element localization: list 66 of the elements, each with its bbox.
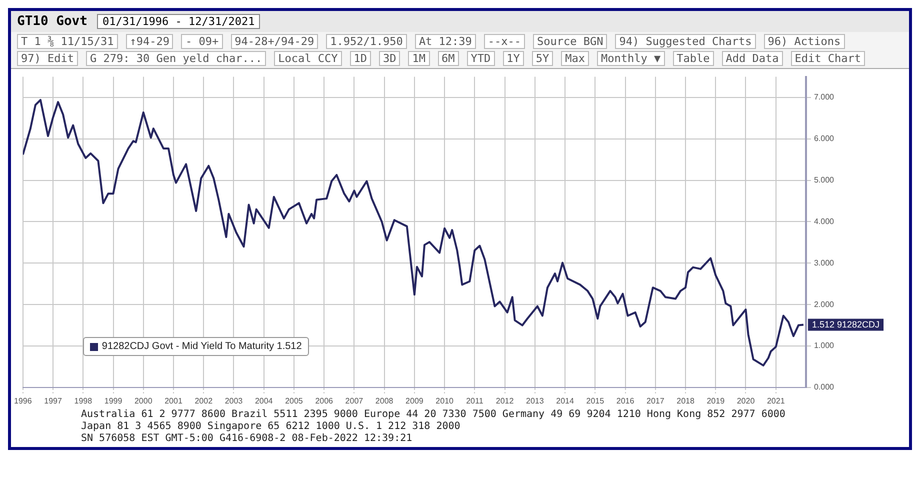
- text: SN 576058 EST GMT-5:00 G416-6908-2 08-Feb-2022 12:39:21: [81, 433, 414, 445]
- x-tick-label: 2016: [616, 396, 635, 406]
- x-tick-label: 2007: [345, 396, 364, 406]
- text: Table: [672, 51, 714, 66]
- text: 1D: [350, 51, 372, 66]
- text: G 279: 30 Gen yeld char...: [86, 51, 266, 66]
- text: 3D: [379, 51, 400, 66]
- x-tick-label: 2002: [194, 396, 214, 406]
- x-tick-label: 2003: [224, 396, 244, 406]
- x-tick-label: 2008: [375, 396, 394, 406]
- text: 1Y: [502, 51, 524, 66]
- y-tick-label: 5.000: [814, 176, 835, 185]
- x-tick-label: 2006: [315, 396, 334, 406]
- y-tick-label: 0.000: [814, 382, 835, 392]
- text: ↑94-29: [126, 34, 174, 49]
- text: Local CCY: [274, 51, 342, 66]
- y-tick-label: 2.000: [814, 300, 835, 309]
- x-tick-label: 1996: [14, 396, 32, 406]
- x-tick-label: 2005: [285, 396, 304, 406]
- text: 1.952/1.950: [326, 34, 407, 49]
- x-tick-label: 1999: [104, 396, 123, 406]
- y-tick-label: 1.000: [814, 341, 835, 350]
- x-tick-label: 2017: [646, 396, 665, 406]
- text: 97) Edit: [17, 51, 78, 66]
- text: Australia 61 2 9777 8600 Brazil 5511 2395 9000 Europe 44 20 7330 7500 Germany 49 69 9204 1210 Hong Kong 852 2977 6000: [81, 409, 786, 421]
- x-tick-label: 2012: [496, 396, 514, 406]
- x-tick-label: 2001: [164, 396, 183, 406]
- text: Add Data: [722, 51, 783, 66]
- y-tick-label: 7.000: [814, 92, 835, 102]
- text: YTD: [466, 51, 495, 66]
- source-note: Source BGN: [533, 34, 608, 49]
- text: --x--: [484, 34, 526, 49]
- text: Max: [561, 51, 590, 66]
- x-tick-label: 2020: [736, 396, 756, 406]
- x-tick-label: 2009: [406, 396, 424, 406]
- text: 1M: [408, 51, 430, 66]
- text: 96) Actions: [764, 34, 845, 49]
- chart-subtitle: 01/31/1996 - 12/31/2021: [97, 14, 260, 29]
- text: T 1 ⅜ 11/15/31: [17, 34, 118, 49]
- y-tick-label: 3.000: [814, 258, 835, 268]
- text: Monthly ▼: [597, 51, 665, 66]
- text: At 12:39: [414, 34, 476, 49]
- y-tick-label: 4.000: [814, 216, 835, 226]
- legend-label: 91282CDJ Govt - Mid Yield To Maturity 1.512: [102, 341, 302, 352]
- x-tick-label: 2015: [586, 396, 605, 406]
- annotation: 1.512 91282CDJ: [812, 319, 880, 330]
- x-tick-label: 2019: [706, 396, 726, 406]
- x-tick-label: 2004: [254, 396, 274, 406]
- x-tick-label: 2014: [556, 396, 574, 406]
- text: - 09+: [181, 34, 223, 49]
- x-tick-label: 2018: [676, 396, 695, 406]
- text: 5Y: [532, 51, 554, 66]
- x-tick-label: 2000: [134, 396, 153, 406]
- x-tick-label: 2011: [466, 396, 484, 406]
- chart-title: GT10 Govt: [17, 14, 88, 29]
- x-tick-label: 2013: [526, 396, 544, 406]
- x-tick-label: 1998: [74, 396, 93, 406]
- text: 6M: [438, 51, 459, 66]
- text: Japan 81 3 4565 8900 Singapore 65 6212 1000 U.S. 1 212 318 2000: [81, 421, 462, 433]
- text: 94-28+/94-29: [230, 34, 318, 49]
- text: Edit Chart: [790, 51, 865, 66]
- x-tick-label: 1997: [44, 396, 62, 406]
- text: 94) Suggested Charts: [615, 34, 756, 49]
- y-tick-label: 6.000: [814, 134, 835, 144]
- x-tick-label: 2021: [766, 396, 786, 406]
- x-tick-label: 2010: [436, 396, 454, 406]
